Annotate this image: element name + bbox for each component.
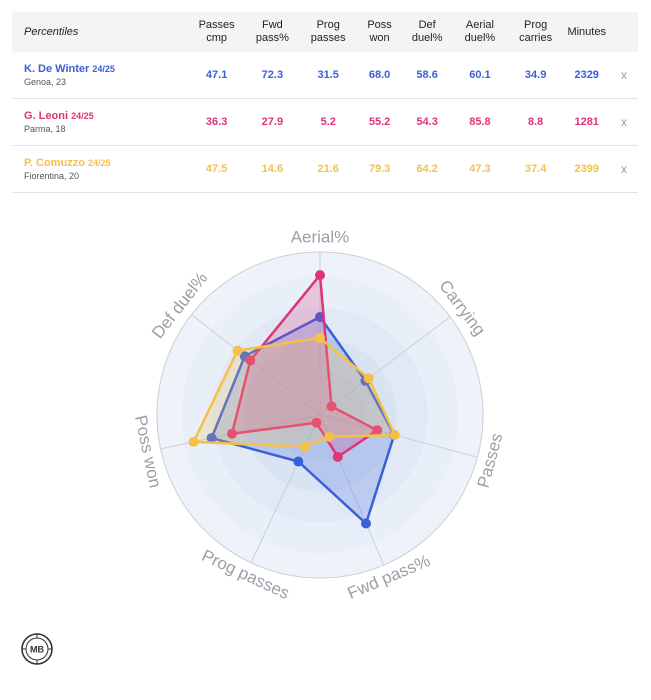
radar-point: [206, 433, 217, 443]
radar-point: [332, 451, 343, 462]
table-row: P. Comuzzo 24/25 Fiorentina, 20 47.5 14.6 21…: [12, 145, 638, 193]
value-passes-cmp: 36.3: [188, 98, 246, 146]
value-minutes: 2329: [563, 52, 610, 99]
value-minutes: 1281: [563, 98, 610, 146]
player-name-text: K. De Winter: [24, 63, 90, 75]
radar-series-group: [188, 270, 400, 529]
radar-point: [315, 332, 325, 343]
table-row: K. De Winter 24/25 Genoa, 23 47.1 72.3 31.5 6…: [12, 52, 638, 99]
radar-point: [227, 428, 237, 439]
player-season: 24/25: [92, 64, 115, 74]
player-name[interactable]: K. De Winter 24/25: [24, 62, 187, 76]
player-season: 24/25: [87, 158, 111, 168]
value-aerial-duel: 85.8: [452, 98, 508, 146]
header-poss-won: Poss won: [367, 19, 392, 44]
value-passes-cmp: 47.5: [188, 145, 246, 193]
value-prog-carries: 37.4: [507, 145, 564, 193]
header-minutes: Minutes: [567, 25, 606, 38]
table-body: K. De Winter 24/25 Genoa, 23 47.1 72.3 31.5 6…: [12, 52, 638, 193]
value-prog-passes: 5.2: [299, 98, 357, 146]
value-def-duel: 64.2: [402, 145, 452, 193]
radar-point: [389, 430, 400, 440]
radar-series-polygon: [210, 315, 396, 525]
value-fwd-pass: 14.6: [245, 145, 300, 193]
radar-point: [326, 401, 337, 412]
radar-axis-line: [250, 414, 321, 563]
remove-player-button[interactable]: x: [610, 145, 638, 193]
table-row: G. Leoni 24/25 Parma, 18 36.3 27.9 5.2 55.2 54…: [12, 98, 638, 146]
header-prog-passes: Prog passes: [310, 19, 346, 44]
value-aerial-duel: 60.1: [452, 52, 508, 99]
header-def-duel: Def duel%: [411, 19, 443, 44]
value-prog-passes: 31.5: [299, 52, 357, 99]
header-prog-carries: Prog carries: [519, 19, 553, 44]
player-name[interactable]: G. Leoni 24/25: [24, 109, 187, 123]
radar-point: [232, 345, 243, 356]
player-name-text: P. Comuzzo: [24, 157, 85, 169]
radar-point: [363, 373, 374, 384]
radar-point: [293, 456, 304, 467]
value-def-duel: 54.3: [402, 98, 452, 146]
header-passes-cmp: Passes cmp: [198, 19, 235, 44]
percentile-table: Percentiles Passes cmp Fwd pass% Prog pa…: [12, 12, 638, 193]
header-aerial-duel: Aerial duel%: [464, 19, 496, 44]
remove-player-button[interactable]: x: [610, 52, 638, 99]
radar-axis-line: [191, 314, 321, 416]
mb-logo-icon: MB: [21, 633, 53, 665]
player-club: Fiorentina, 20: [24, 171, 80, 181]
radar-point: [361, 518, 371, 529]
player-cell: G. Leoni 24/25 Parma, 18: [12, 98, 188, 146]
player-name[interactable]: P. Comuzzo 24/25: [24, 156, 187, 170]
header-close-spacer: [610, 12, 638, 52]
percentile-table-container: Percentiles Passes cmp Fwd pass% Prog pa…: [12, 12, 638, 193]
remove-player-button[interactable]: x: [610, 98, 638, 146]
player-name-text: G. Leoni: [24, 110, 68, 122]
value-def-duel: 58.6: [402, 52, 452, 99]
radar-axis-label: Aerial%: [291, 230, 350, 246]
value-aerial-duel: 47.3: [452, 145, 508, 193]
value-poss-won: 68.0: [356, 52, 403, 99]
radar-axis-line: [319, 316, 451, 416]
value-fwd-pass: 27.9: [245, 98, 300, 146]
player-cell: P. Comuzzo 24/25 Fiorentina, 20: [12, 145, 188, 193]
header-fwd-pass: Fwd pass%: [255, 19, 289, 44]
value-passes-cmp: 47.1: [188, 52, 246, 99]
radar-point: [324, 431, 335, 442]
header-percentiles: Percentiles: [24, 25, 79, 38]
table-header-row: Percentiles Passes cmp Fwd pass% Prog pa…: [12, 12, 638, 52]
radar-point: [315, 270, 325, 281]
player-cell: K. De Winter 24/25 Genoa, 23: [12, 52, 188, 99]
radar-point: [188, 436, 199, 447]
value-prog-passes: 21.6: [299, 145, 357, 193]
value-fwd-pass: 72.3: [245, 52, 300, 99]
value-prog-carries: 34.9: [507, 52, 564, 99]
player-season: 24/25: [71, 111, 94, 121]
player-club: Genoa, 23: [24, 77, 67, 87]
value-prog-carries: 8.8: [507, 98, 564, 146]
value-minutes: 2399: [563, 145, 610, 193]
player-club: Parma, 18: [24, 124, 66, 134]
logo-text: MB: [30, 645, 44, 655]
value-poss-won: 55.2: [356, 98, 403, 146]
radar-point: [245, 355, 256, 366]
radar-point: [372, 425, 383, 436]
radar-series-polygon: [192, 336, 397, 449]
radar-point: [311, 417, 322, 428]
value-poss-won: 79.3: [356, 145, 403, 193]
radar-point: [300, 441, 311, 452]
